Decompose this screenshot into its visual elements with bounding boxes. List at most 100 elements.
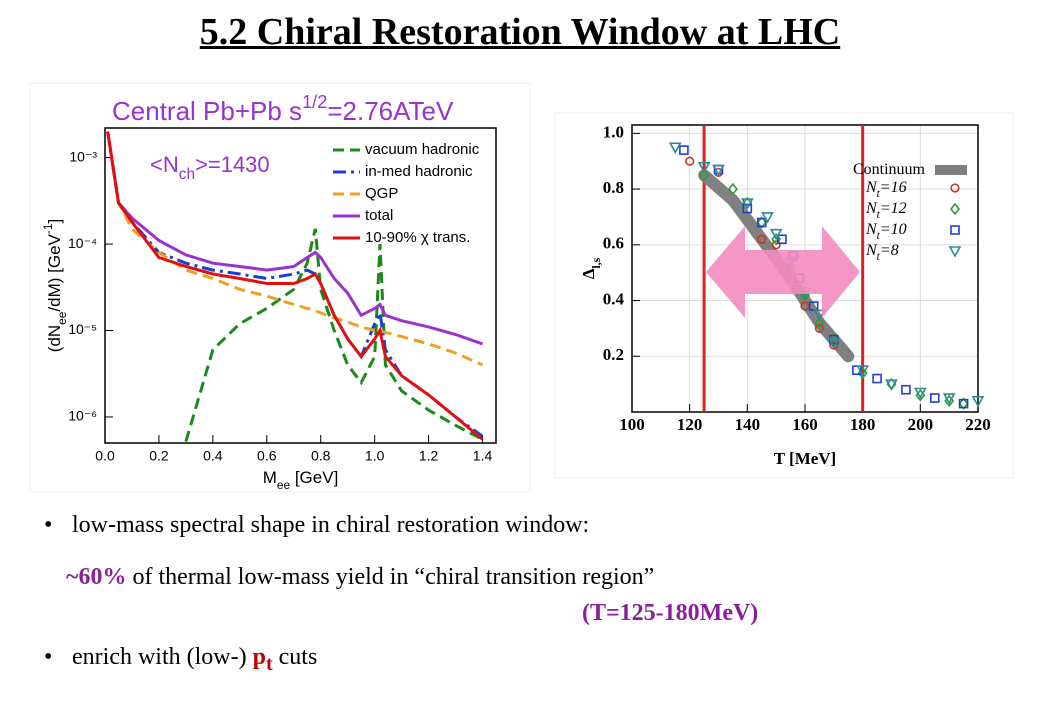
marker [756,216,767,229]
x-tick-label: 0.0 [95,448,115,464]
x-axis-label: Mee [GeV] [263,468,339,492]
lines [106,131,484,442]
legend-label-part: =16 [880,179,907,196]
bullet-text: of thermal low-mass yield in “chiral tra… [126,564,655,590]
y-tick-label: 0.6 [603,234,624,253]
legend-label: total [365,207,393,224]
x-tick-label: 0.4 [203,448,223,464]
legend-label-part: t [877,230,881,242]
legend-label-part: t [877,251,881,263]
legend-swatch [935,165,967,175]
y-axis-label-part: -1 [41,223,55,234]
legend-label: Continuum [853,161,926,178]
marker [827,337,841,349]
marker [958,398,969,409]
bullet-text: enrich with (low-) [72,644,253,670]
marker [727,182,738,196]
series-line [184,228,484,442]
legend-label: Nt=8 [865,242,899,263]
bullet-text: low-mass spectral shape in chiral restor… [72,512,590,538]
marker [872,373,882,384]
x-tick-label: 160 [792,415,818,434]
legend-label-part: =10 [880,221,907,238]
legend-label-part: Continuum [853,161,926,178]
marker [697,161,711,174]
bullet-text: cuts [272,644,318,670]
x-tick-label: 140 [735,415,761,434]
x-tick-label: 1.4 [473,448,493,464]
chart-title-part: Central Pb+Pb s [112,96,302,126]
bullet: enrich with (low-) pt cuts [44,644,318,676]
marker [777,234,787,245]
marker [971,396,985,408]
y-tick-label: 0.4 [603,289,625,308]
legend-label: vacuum hadronic [365,141,480,158]
highlight: ~60% [66,564,127,590]
legend-label-part: N [865,179,878,196]
marker [950,225,960,235]
marker [814,323,825,334]
bullet-line: ~60% of thermal low-mass yield in “chira… [66,564,654,591]
bullet: low-mass spectral shape in chiral restor… [44,512,590,539]
marker [948,246,962,258]
annotation-part: <N [150,152,179,177]
legend-label-part: t [877,188,881,200]
marker [958,397,969,410]
legend-label: Nt=12 [865,200,907,221]
legend-label-part: t [877,209,881,221]
marker [814,316,825,330]
marker [757,234,767,244]
legend-label: Nt=10 [865,221,907,242]
plot-frame [631,124,979,413]
marker [813,309,826,322]
marker [901,384,911,395]
series-line [106,131,484,441]
annotation-part: ch [179,166,195,183]
y-axis-label-part: ] [45,219,64,224]
legend-label-part: N [865,200,878,217]
chart-title-part: =2.76ATeV [327,96,454,126]
pt: p [252,644,266,670]
marker [856,365,870,377]
x-axis-label-part: ee [277,478,291,492]
legend-label: Nt=16 [865,179,907,200]
marker [913,387,927,400]
y-axis-label-part: Δ [579,268,598,279]
slide-title: 5.2 Chiral Restoration Window at LHC [199,11,841,53]
marker [771,240,781,250]
legend-label: in-med hadronic [365,163,473,180]
annotation-part: >=1430 [195,152,270,177]
marker [949,202,961,216]
y-tick-label: 10⁻³ [69,148,97,164]
y-axis-label: (dNee/dM) [GeV-1] [41,219,69,352]
y-axis-label-part: ee [55,311,69,325]
y-tick-label: 0.2 [603,345,624,364]
y-axis-label: Δl,s [579,257,603,279]
x-tick-label: 220 [965,415,991,434]
y-tick-label: 0.8 [603,178,624,197]
y-tick-label: 10⁻⁵ [68,321,97,337]
marker [942,393,956,405]
annotation: <Nch>=1430 [150,152,270,183]
plot-frame [104,127,497,444]
x-tick-label: 1.2 [419,448,439,464]
legend-label: 10-90% χ trans. [365,229,470,246]
x-tick-label: 0.2 [149,448,169,464]
x-axis-label: T [MeV] [774,449,836,468]
window-arrow [706,226,860,318]
marker [771,232,782,246]
marker [885,379,898,391]
y-axis-label-part: l,s [589,257,603,268]
chart-title-part: 1/2 [302,92,327,112]
series-line [106,131,483,346]
x-tick-label: 0.6 [257,448,277,464]
marker [800,301,810,311]
marker [740,198,754,210]
x-tick-label: 200 [908,415,934,434]
marker [699,168,710,182]
y-axis-label-part: /dM) [GeV [45,233,64,311]
x-axis-label-part: T [MeV] [774,449,836,468]
left-panel [29,82,531,493]
y-axis-label-part: (dN [45,325,64,352]
